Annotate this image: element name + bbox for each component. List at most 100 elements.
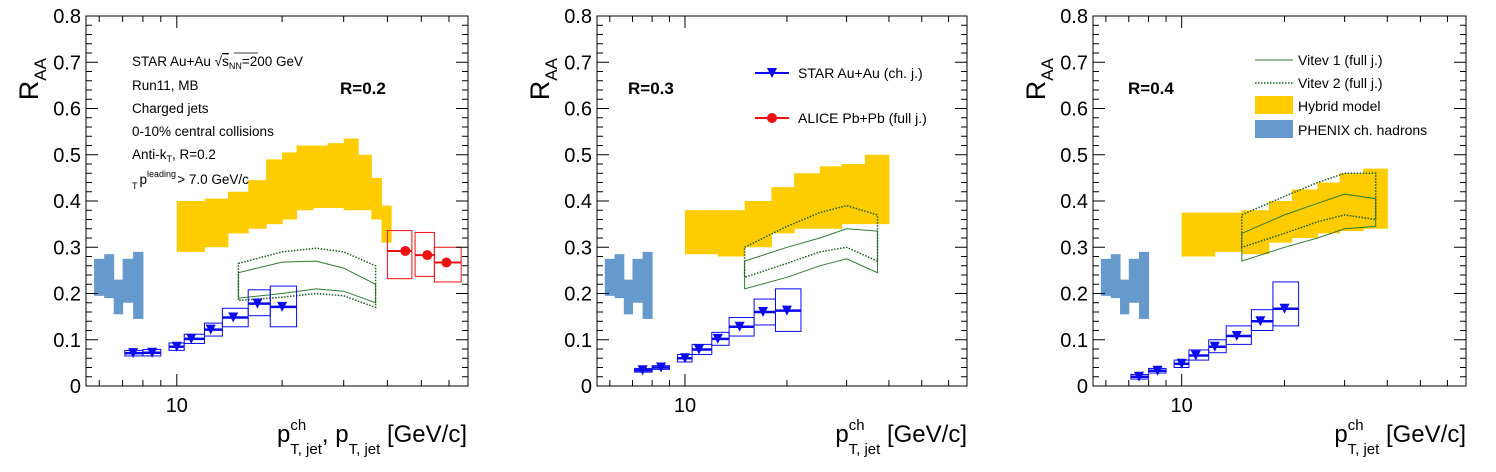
y-tick-label: 0.8 — [53, 6, 81, 28]
info-line-5: Anti-kT, R=0.2 — [132, 147, 216, 164]
phenix-band — [1100, 258, 1112, 296]
axes: 0 0.1 0.2 0.3 0.4 0.5 0.6 0.7 0.8 10 — [53, 6, 468, 417]
x-tick-label: 10 — [1171, 395, 1193, 417]
y-tick-label: 0.5 — [564, 145, 592, 167]
star-point — [1231, 331, 1242, 342]
alice-sys-box — [433, 246, 462, 283]
legend-alice-marker — [767, 113, 777, 123]
y-tick-label: 0.7 — [1060, 52, 1088, 74]
legend-phenix-label: PHENIX ch. hadrons — [1298, 122, 1427, 138]
y-tick-label: 0.1 — [1060, 330, 1088, 352]
phenix-band — [122, 258, 134, 303]
hybrid-band — [684, 210, 719, 255]
hybrid-band — [371, 177, 383, 220]
hybrid-band — [1268, 201, 1293, 243]
hybrid-band — [744, 201, 772, 248]
legend-star-marker — [767, 68, 777, 78]
y-tick-label: 0.1 — [564, 330, 592, 352]
star-point — [277, 301, 288, 312]
star-point — [147, 347, 158, 358]
star-point — [656, 362, 667, 373]
y-tick-label: 0.7 — [53, 52, 81, 74]
star-point — [1279, 303, 1290, 314]
axes: 0 0.1 0.2 0.3 0.4 0.5 0.6 0.7 0.8 10 — [1060, 6, 1466, 417]
plot-area — [94, 138, 462, 359]
vitev2-band — [237, 247, 377, 309]
axes: 0 0.1 0.2 0.3 0.4 0.5 0.6 0.7 0.8 10 — [564, 6, 967, 417]
legend-hybrid-swatch — [1255, 96, 1293, 114]
star-point — [128, 348, 139, 359]
hybrid-band — [717, 210, 746, 257]
star-sys-box — [1272, 281, 1300, 327]
phenix-band — [104, 254, 115, 299]
star-point — [1176, 358, 1187, 369]
hybrid-band — [1241, 210, 1270, 255]
star-point — [205, 324, 216, 335]
hybrid-band — [358, 154, 372, 211]
y-tick-label: 0.4 — [1060, 191, 1088, 213]
hybrid-band — [771, 187, 795, 234]
plot-area — [604, 154, 890, 376]
y-tick-label: 0.2 — [53, 284, 81, 306]
legend-alice-label: ALICE Pb+Pb (full j.) — [798, 110, 927, 126]
phenix-band — [1128, 258, 1140, 303]
y-axis-label: RAA — [14, 57, 50, 100]
x-axis-label: pch T, jet [GeV/c] — [1334, 417, 1466, 458]
hybrid-band — [794, 173, 821, 229]
hybrid-band — [343, 138, 359, 211]
hybrid-band — [248, 180, 267, 229]
y-tick-label: 0.7 — [564, 52, 592, 74]
star-point — [1134, 371, 1145, 382]
hybrid-band — [296, 145, 314, 211]
phenix-band — [113, 279, 124, 315]
hybrid-band — [381, 205, 392, 243]
x-tick-label: 10 — [674, 395, 696, 417]
phenix-band — [1110, 254, 1121, 299]
star-point — [186, 333, 197, 344]
star-point — [712, 333, 723, 344]
panel-r02: 0 0.1 0.2 0.3 0.4 0.5 0.6 0.7 0.8 10 RAA R=0.2 ST… — [14, 6, 469, 458]
y-tick-label: 0.5 — [1060, 145, 1088, 167]
hybrid-band — [266, 159, 283, 225]
hybrid-band — [1181, 212, 1216, 257]
phenix-band — [133, 251, 144, 319]
phenix-band — [642, 251, 653, 319]
star-point — [171, 341, 182, 352]
hybrid-band — [312, 145, 329, 208]
y-tick-label: 0.4 — [53, 191, 81, 213]
y-axis-label: RAA — [525, 57, 561, 100]
star-point — [637, 365, 648, 376]
y-tick-label: 0.3 — [1060, 237, 1088, 259]
panel-label: R=0.3 — [628, 79, 674, 98]
y-tick-label: 0.8 — [1060, 6, 1088, 28]
star-point — [1152, 365, 1163, 376]
hybrid-band — [841, 164, 866, 225]
panel-label: R=0.2 — [340, 79, 386, 98]
hybrid-band — [327, 143, 345, 208]
panel-r04: 0 0.1 0.2 0.3 0.4 0.5 0.6 0.7 0.8 10 RAA R=0.4 Vi… — [1021, 6, 1467, 458]
star-point — [1190, 350, 1201, 361]
hybrid-band — [865, 154, 890, 225]
phenix-band — [632, 258, 644, 303]
star-point — [693, 344, 704, 355]
vitev2-band — [743, 204, 879, 279]
legend-star-alice: STAR Au+Au (ch. j.) ALICE Pb+Pb (full j.… — [755, 65, 927, 126]
phenix-band — [614, 254, 625, 299]
star-point — [1255, 316, 1266, 327]
panel-label: R=0.4 — [1128, 79, 1174, 98]
hybrid-band — [204, 198, 229, 248]
hybrid-band — [1317, 182, 1341, 234]
info-line-6: pleading T > 7.0 GeV/c — [132, 169, 249, 191]
info-line-4: 0-10% central collisions — [132, 124, 274, 139]
y-tick-label: 0.3 — [564, 237, 592, 259]
info-line-2: Run11, MB — [132, 78, 199, 93]
y-tick-label: 0.6 — [564, 99, 592, 121]
hybrid-band — [819, 166, 843, 229]
phenix-band — [1139, 251, 1150, 319]
phenix-band — [623, 279, 633, 315]
star-point — [228, 312, 239, 323]
star-point — [734, 321, 745, 332]
alice-point — [441, 257, 452, 268]
phenix-band — [1120, 279, 1130, 315]
y-tick-label: 0 — [1077, 376, 1088, 398]
